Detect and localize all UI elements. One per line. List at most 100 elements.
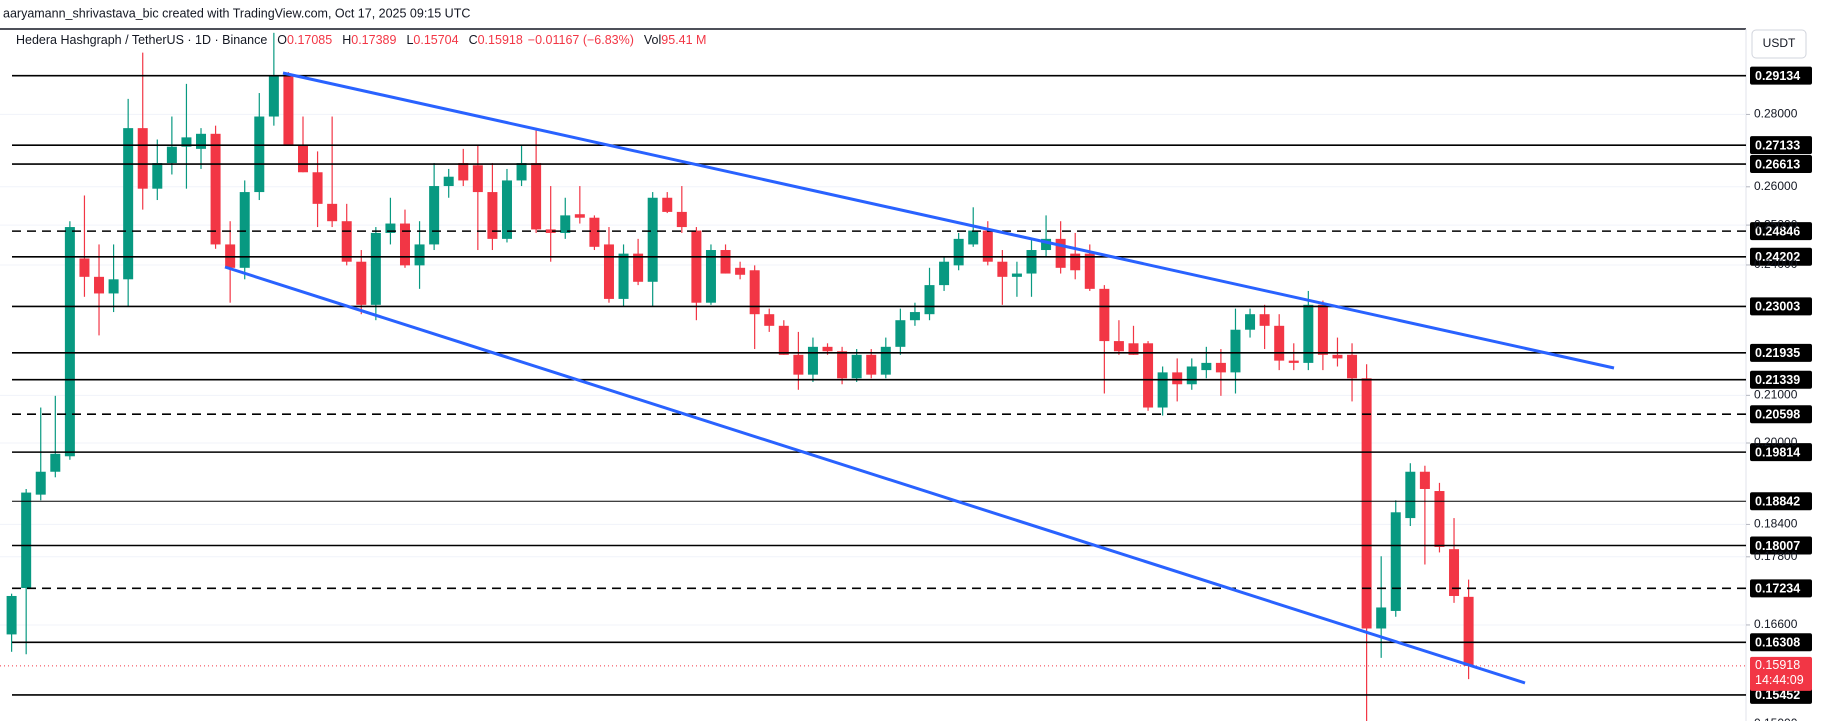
levels: 0.29134 0.27133 0.26613 0.24846 0.24202 0.230…: [0, 66, 1812, 704]
candle-body: [1332, 354, 1343, 359]
legend-value: 0.15704: [413, 33, 458, 47]
level-label: 0.17234: [1755, 582, 1800, 596]
candle-body: [1245, 314, 1256, 330]
candle-body: [356, 261, 367, 305]
y-tick-label: 0.17800: [1754, 549, 1798, 563]
candle-body: [254, 116, 265, 193]
candle-body: [1172, 372, 1183, 385]
level-label-box: [1750, 370, 1812, 389]
candle-body: [793, 354, 804, 375]
candle-body: [108, 279, 119, 294]
candle-body: [487, 192, 498, 239]
candle-body: [6, 595, 17, 635]
candle-body: [618, 253, 629, 299]
candle-body: [1055, 238, 1066, 268]
candle-body: [1084, 253, 1095, 289]
candle-body: [1405, 471, 1416, 519]
level-label-box: [1750, 297, 1812, 316]
last-price-label: 0.15918: [1755, 658, 1800, 672]
candle-body: [1376, 607, 1387, 629]
candle-body: [312, 172, 323, 204]
volume: 95.41 M: [661, 33, 706, 47]
candle-body: [647, 197, 658, 282]
lower-trendline: [224, 265, 1526, 685]
candle-body: [720, 250, 731, 274]
level-label: 0.26613: [1755, 157, 1800, 171]
symbol: Hedera Hashgraph / TetherUS · 1D · Binan…: [16, 33, 267, 47]
candle-body: [1259, 314, 1270, 326]
currency-box[interactable]: [1751, 29, 1807, 59]
level-label-box: [1750, 222, 1812, 241]
candle-body: [764, 314, 775, 326]
candle-body: [1419, 471, 1430, 489]
level-label: 0.24846: [1755, 224, 1800, 238]
candle-body: [210, 133, 221, 245]
level-label-box: [1750, 536, 1812, 555]
level-label: 0.18007: [1755, 539, 1800, 553]
level-label: 0.15452: [1755, 688, 1800, 702]
candle-body: [691, 230, 702, 303]
candle-body: [1361, 378, 1372, 629]
candle-body: [385, 223, 396, 233]
trendlines: [224, 71, 1615, 685]
candle-body: [1390, 512, 1401, 611]
candle-body: [1099, 288, 1110, 342]
level-label-box: [1750, 443, 1812, 462]
y-tick-label: 0.24000: [1754, 257, 1798, 271]
candle-body: [1274, 325, 1285, 361]
legend-value: 0.15918: [478, 33, 523, 47]
candle-body: [837, 351, 848, 379]
candle-body: [807, 346, 818, 375]
candle-body: [458, 163, 469, 181]
candle-body: [1434, 491, 1445, 547]
candle-body: [1128, 343, 1139, 355]
candle-body: [137, 128, 148, 189]
last-price-box: [1750, 656, 1812, 691]
y-tick-label: 0.15000: [1754, 716, 1798, 721]
y-tick-label: 0.26000: [1754, 179, 1798, 193]
currency: USDT: [1763, 36, 1796, 50]
level-label: 0.18842: [1755, 495, 1800, 509]
candle-body: [1215, 362, 1226, 373]
legend-key: O: [277, 33, 287, 47]
candle-body: [822, 346, 833, 352]
candle-body: [196, 133, 207, 149]
level-label-box: [1750, 633, 1812, 652]
candle-body: [429, 186, 440, 245]
level-label-box: [1750, 579, 1812, 598]
candle-body: [268, 75, 279, 117]
candle-body: [778, 325, 789, 355]
candle-body: [341, 221, 352, 262]
candle-body: [1449, 549, 1460, 596]
candle-body: [1463, 596, 1474, 666]
candle-body: [414, 244, 425, 266]
candle-body: [64, 227, 75, 457]
candle-body: [327, 203, 338, 222]
level-label: 0.24202: [1755, 250, 1800, 264]
candle-body: [982, 230, 993, 262]
candle-body: [1186, 366, 1197, 385]
candle-body: [939, 261, 950, 286]
candle-body: [851, 354, 862, 379]
level-label: 0.16308: [1755, 636, 1800, 650]
candle-body: [705, 250, 716, 303]
candle-body: [909, 312, 920, 321]
candle-body: [472, 165, 483, 193]
countdown: 14:44:09: [1755, 673, 1804, 687]
upper-trendline: [282, 71, 1615, 370]
candle-body: [662, 197, 673, 212]
level-label: 0.27133: [1755, 138, 1800, 152]
level-label-box: [1750, 405, 1812, 424]
candle-body: [370, 232, 381, 305]
candles: [6, 32, 1474, 721]
legend-key: H: [342, 33, 351, 47]
legend-value: 0.17389: [351, 33, 396, 47]
candle-body: [21, 492, 32, 589]
y-tick-label: 0.25000: [1754, 217, 1798, 231]
level-label-box: [1750, 247, 1812, 266]
candle-body: [166, 146, 177, 164]
level-label: 0.29134: [1755, 69, 1800, 83]
candle-body: [443, 176, 454, 187]
